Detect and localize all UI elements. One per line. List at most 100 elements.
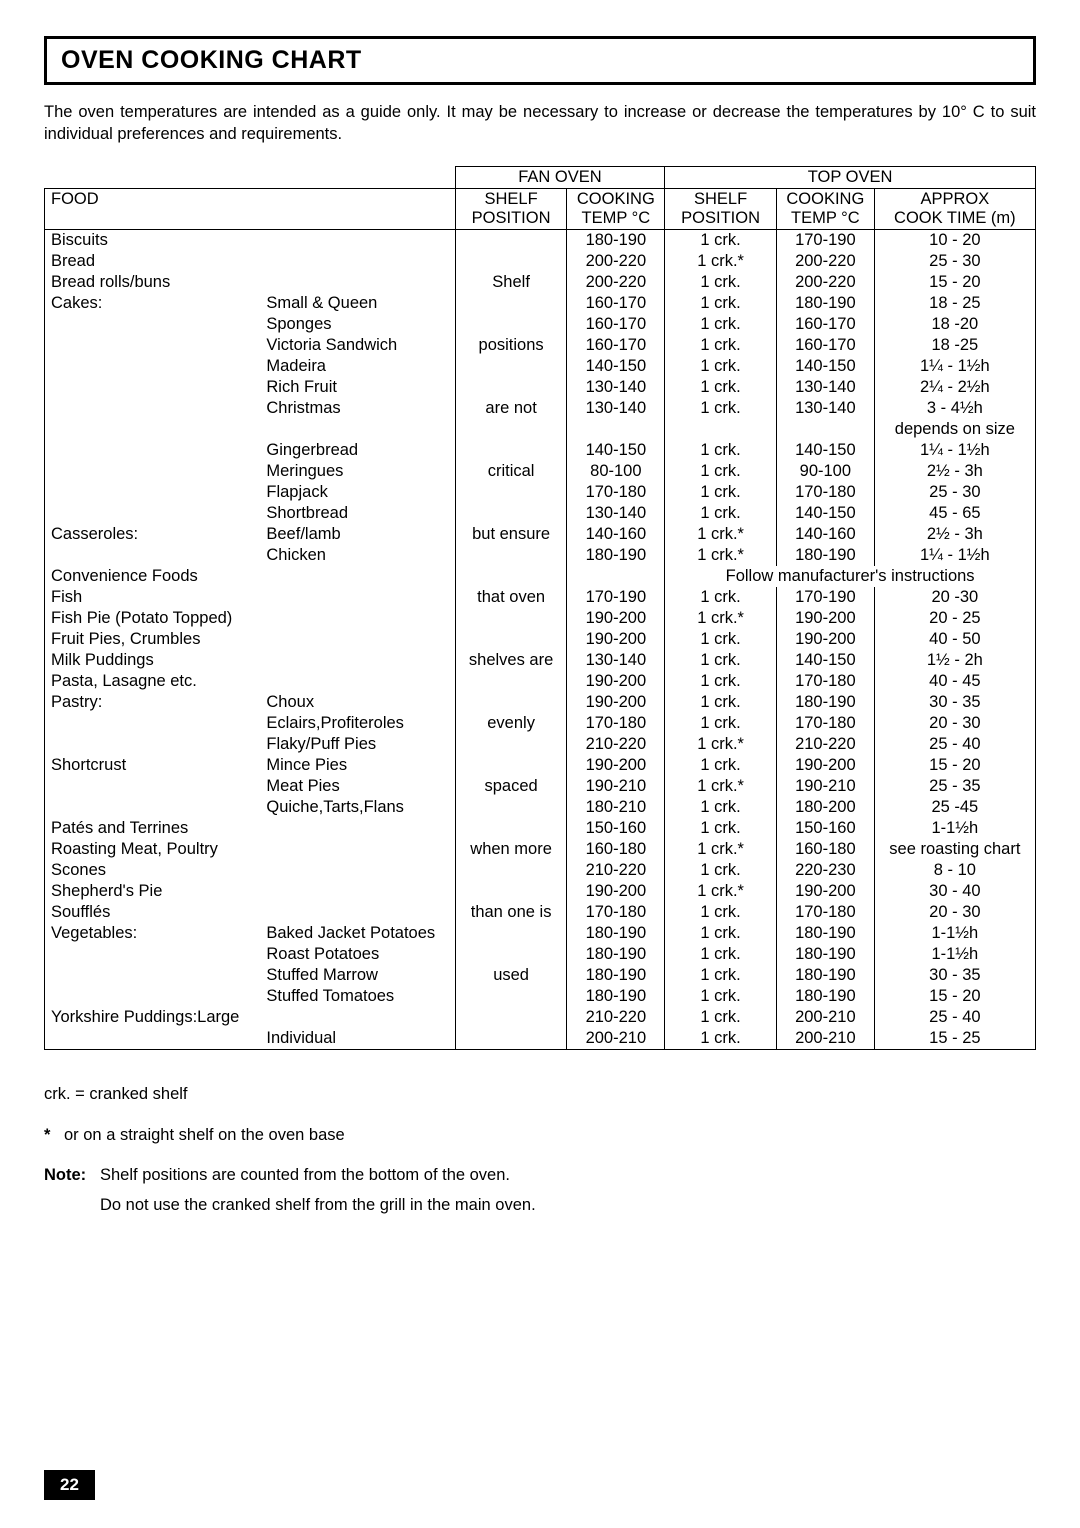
- cell-top-pos: 1 crk.*: [665, 734, 777, 755]
- cell-sub: Eclairs,Profiteroles: [260, 713, 455, 734]
- cell-cook-time: 18 -20: [874, 314, 1035, 335]
- cell-fan-temp: 170-180: [567, 482, 665, 503]
- table-row: Roast Potatoes180-1901 crk.180-1901-1½h: [45, 944, 1036, 965]
- cell-top-temp: 170-180: [776, 482, 874, 503]
- header-top-shelf: SHELFPOSITION: [665, 188, 777, 229]
- table-row: Fishthat oven170-1901 crk.170-19020 -30: [45, 587, 1036, 608]
- cell-cook-time: 1¼ - 1½h: [874, 440, 1035, 461]
- cell-food: [45, 734, 261, 755]
- cell-top-temp: 170-190: [776, 229, 874, 251]
- cell-cook-time: 1½ - 2h: [874, 650, 1035, 671]
- cell-fan-shelf-note: [455, 608, 567, 629]
- cell-top-pos: 1 crk.: [665, 818, 777, 839]
- cell-sub: Flapjack: [260, 482, 455, 503]
- cell-cook-time: 25 - 35: [874, 776, 1035, 797]
- cell-top-temp: 180-190: [776, 965, 874, 986]
- cell-top-temp: 160-170: [776, 335, 874, 356]
- cell-fan-temp: 190-210: [567, 776, 665, 797]
- cell-fan-shelf-note: [455, 860, 567, 881]
- cell-top-temp: 160-170: [776, 314, 874, 335]
- table-row: Yorkshire Puddings:Large210-2201 crk.200…: [45, 1007, 1036, 1028]
- cell-top-temp: 180-190: [776, 545, 874, 566]
- cell-fan-temp: [567, 566, 665, 587]
- table-row: depends on size: [45, 419, 1036, 440]
- cell-cook-time: 18 -25: [874, 335, 1035, 356]
- cell-cook-time: see roasting chart: [874, 839, 1035, 860]
- cell-top-temp: [776, 419, 874, 440]
- cell-food: [45, 419, 261, 440]
- cell-top-pos: 1 crk.: [665, 587, 777, 608]
- cell-cook-time: 1-1½h: [874, 944, 1035, 965]
- cell-cook-time: 15 - 20: [874, 986, 1035, 1007]
- cell-food: Yorkshire Puddings:Large: [45, 1007, 261, 1028]
- cell-cook-time: 1¼ - 1½h: [874, 356, 1035, 377]
- cell-top-temp: 190-200: [776, 881, 874, 902]
- cell-top-pos: 1 crk.: [665, 229, 777, 251]
- cell-sub: [260, 818, 455, 839]
- cell-cook-time: 10 - 20: [874, 229, 1035, 251]
- cell-food: Convenience Foods: [45, 566, 261, 587]
- cell-cook-time: depends on size: [874, 419, 1035, 440]
- cell-top-pos: 1 crk.: [665, 860, 777, 881]
- cell-top-pos: 1 crk.*: [665, 608, 777, 629]
- cell-fan-temp: 200-210: [567, 1028, 665, 1050]
- cell-fan-shelf-note: [455, 251, 567, 272]
- cell-fan-shelf-note: [455, 755, 567, 776]
- cell-cook-time: 15 - 25: [874, 1028, 1035, 1050]
- cell-fan-shelf-note: [455, 671, 567, 692]
- cell-top-pos: 1 crk.: [665, 314, 777, 335]
- cell-sub: [260, 272, 455, 293]
- cell-sub: Rich Fruit: [260, 377, 455, 398]
- cell-food: Fruit Pies, Crumbles: [45, 629, 261, 650]
- cell-top-temp: 190-200: [776, 755, 874, 776]
- legend-note-body: Shelf positions are counted from the bot…: [100, 1161, 536, 1220]
- legend-note-line1: Shelf positions are counted from the bot…: [100, 1161, 536, 1191]
- cell-fan-temp: 130-140: [567, 377, 665, 398]
- table-row: Milk Puddingsshelves are130-1401 crk.140…: [45, 650, 1036, 671]
- cell-fan-shelf-note: [455, 482, 567, 503]
- cell-top-temp: 190-210: [776, 776, 874, 797]
- cell-sub: Beef/lamb: [260, 524, 455, 545]
- header-fan-oven: FAN OVEN: [455, 166, 665, 188]
- cell-fan-shelf-note: but ensure: [455, 524, 567, 545]
- legend-star-text: or on a straight shelf on the oven base: [64, 1121, 345, 1151]
- cell-top-temp: 200-210: [776, 1028, 874, 1050]
- cell-sub: Individual: [260, 1028, 455, 1050]
- cell-top-temp: 130-140: [776, 398, 874, 419]
- cell-fan-temp: 200-220: [567, 251, 665, 272]
- cell-food: [45, 545, 261, 566]
- cell-fan-shelf-note: [455, 377, 567, 398]
- cell-sub: [260, 419, 455, 440]
- cell-fan-shelf-note: [455, 440, 567, 461]
- legend-note-line2: Do not use the cranked shelf from the gr…: [100, 1191, 536, 1221]
- cell-sub: [260, 566, 455, 587]
- cell-cook-time: 20 -30: [874, 587, 1035, 608]
- cell-top-pos: [665, 419, 777, 440]
- cell-sub: Sponges: [260, 314, 455, 335]
- cell-top-temp: 180-190: [776, 923, 874, 944]
- cell-food: Bread: [45, 251, 261, 272]
- table-row: Stuffed Marrowused180-1901 crk.180-19030…: [45, 965, 1036, 986]
- cell-top-temp: 170-180: [776, 671, 874, 692]
- cell-top-temp: 90-100: [776, 461, 874, 482]
- cell-food: Pastry:: [45, 692, 261, 713]
- cell-cook-time: 1-1½h: [874, 923, 1035, 944]
- cell-sub: Stuffed Tomatoes: [260, 986, 455, 1007]
- cell-sub: Victoria Sandwich: [260, 335, 455, 356]
- cell-fan-temp: 180-210: [567, 797, 665, 818]
- cell-sub: Meringues: [260, 461, 455, 482]
- header-cook-time: APPROXCOOK TIME (m): [874, 188, 1035, 229]
- cell-cook-time: 40 - 50: [874, 629, 1035, 650]
- cell-fan-shelf-note: [455, 692, 567, 713]
- cell-top-pos: 1 crk.: [665, 944, 777, 965]
- cell-fan-shelf-note: [455, 797, 567, 818]
- table-row: Shortbread130-1401 crk.140-15045 - 65: [45, 503, 1036, 524]
- cell-fan-shelf-note: when more: [455, 839, 567, 860]
- cell-fan-temp: 190-200: [567, 755, 665, 776]
- table-row: ShortcrustMince Pies190-2001 crk.190-200…: [45, 755, 1036, 776]
- cell-sub: Shortbread: [260, 503, 455, 524]
- cell-cook-time: 25 - 30: [874, 482, 1035, 503]
- table-row: Chicken180-1901 crk.*180-1901¼ - 1½h: [45, 545, 1036, 566]
- table-row: Individual200-2101 crk.200-21015 - 25: [45, 1028, 1036, 1050]
- cell-fan-temp: 180-190: [567, 923, 665, 944]
